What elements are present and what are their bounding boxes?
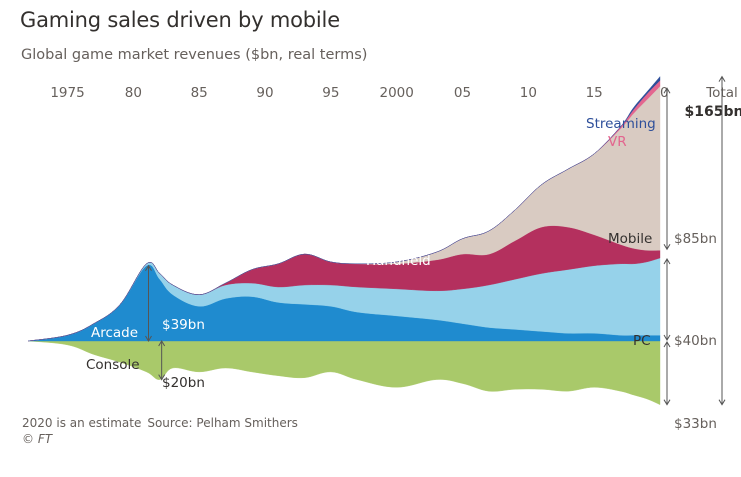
x-tick-label: 2000 [379,85,413,101]
value-brackets [145,75,726,406]
mobile-2020-bracket-arrow-top [663,87,671,94]
total-bracket-arrow-bottom [718,399,726,406]
x-tick-label: 85 [191,85,208,101]
series-labels: Arcade Console Handheld Mobile PC VR Streaming… [86,116,717,432]
x-tick-label: 80 [125,85,142,101]
x-tick-label: 90 [256,85,273,101]
console-1982-label: $20bn [162,375,205,391]
vr-label: VR [608,134,627,150]
handheld-label: Handheld [366,253,431,269]
pc-label: PC [633,333,651,349]
console-2020-label: $33bn [674,416,717,432]
series-layers [27,76,661,406]
x-tick-label: 05 [454,85,471,101]
arcade-peak-label: $39bn [162,317,205,333]
mobile-label: Mobile [608,231,652,247]
chart-title: Gaming sales driven by mobile [20,8,340,32]
streaming-area [27,76,661,342]
console-1982-bracket-arrow-bottom [158,374,166,381]
mobile-2020-bracket-arrow-bottom [663,244,671,251]
footnote: 2020 is an estimate [22,416,142,430]
console-1982-bracket-arrow-top [158,340,166,347]
pc-2020-bracket-arrow-bottom [663,334,671,341]
pc-2020-bracket-arrow-top [663,258,671,265]
mobile-2020-label: $85bn [674,231,717,247]
arcade-peak-bracket-arrow-top [145,264,152,271]
pc-2020-label: $40bn [674,333,717,349]
total-bracket-arrow-top [718,75,726,82]
credit: © FT [22,432,53,446]
source: Source: Pelham Smithers [147,416,298,430]
arcade-label: Arcade [91,325,138,341]
x-tick-label: 1975 [50,85,84,101]
x-tick-label: 15 [586,85,603,101]
footnote-line: 2020 is an estimate Source: Pelham Smithe… [22,416,298,430]
streaming-label: Streaming [586,116,656,132]
x-axis: 197580859095200005101520Total$165bn [50,85,741,120]
x-tick-label: 95 [322,85,339,101]
chart-subtitle: Global game market revenues ($bn, real t… [21,47,368,63]
console-2020-bracket-arrow-top [663,341,671,348]
x-tick-label: 10 [520,85,537,101]
arcade-peak-bracket-arrow-bottom [145,335,152,342]
console-label: Console [86,357,140,373]
total-value-label: $165bn [685,104,741,120]
console-2020-bracket-arrow-bottom [663,399,671,406]
